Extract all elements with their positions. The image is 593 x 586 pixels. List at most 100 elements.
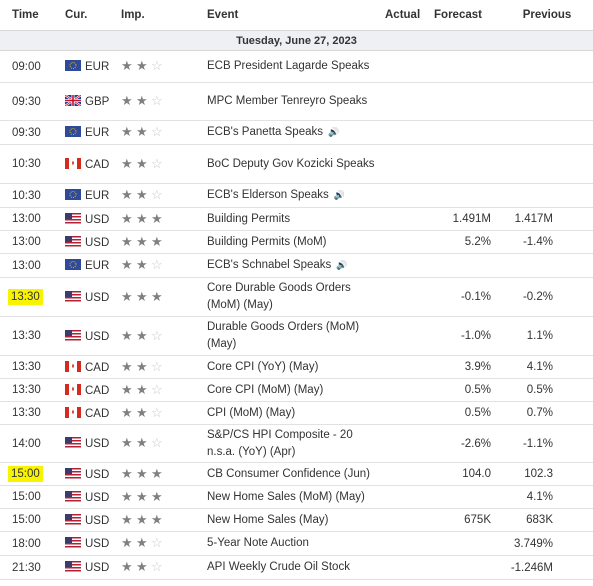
table-row[interactable]: 13:30 CAD ★ ★ ☆ CPI (MoM) (May) 0.5% 0.7% <box>0 401 593 425</box>
table-row[interactable]: 13:30 USD ★ ★ ☆ Durable Goods Orders (MoM) (M… <box>0 316 593 356</box>
event-name-link[interactable]: Core CPI (YoY) (May) <box>207 360 319 373</box>
event-name-link[interactable]: New Home Sales (MoM) (May) <box>207 490 365 503</box>
event-name-link[interactable]: Building Permits <box>207 212 291 225</box>
currency-code: USD <box>85 468 110 481</box>
event-time: 15:00 <box>12 514 41 526</box>
event-name-link[interactable]: Durable Goods Orders (MoM) (May) <box>207 321 360 350</box>
event-name-link[interactable]: Core CPI (MoM) (May) <box>207 383 324 396</box>
table-row[interactable]: 15:00 USD ★ ★ ★ New Home Sales (MoM) (May) 4.1… <box>0 485 593 509</box>
event-cell[interactable]: MPC Member Tenreyro Speaks <box>199 82 377 121</box>
date-row: Tuesday, June 27, 2023 <box>0 30 593 51</box>
previous-cell: 4.1% <box>501 485 593 509</box>
event-name-link[interactable]: New Home Sales (May) <box>207 513 329 526</box>
currency-code: GBP <box>85 96 110 108</box>
event-cell[interactable]: Core CPI (MoM) (May) <box>199 378 377 402</box>
event-cell[interactable]: ECB President Lagarde Speaks <box>199 50 377 83</box>
event-name-link[interactable]: ECB's Schnabel Speaks <box>207 259 332 271</box>
currency-code: CAD <box>85 158 110 171</box>
event-name-link[interactable]: S&P/CS HPI Composite - 20 n.s.a. (YoY) (… <box>207 428 353 458</box>
table-row[interactable]: 09:30 EUR ★ ★ ☆ ECB's Panetta Speaks 🔊 <box>0 120 593 145</box>
event-cell[interactable]: New Home Sales (MoM) (May) <box>199 485 377 509</box>
event-name-link[interactable]: ECB's Panetta Speaks <box>207 126 323 138</box>
event-cell[interactable]: Durable Goods Orders (MoM) (May) <box>199 316 377 356</box>
event-cell[interactable]: ECB's Elderson Speaks 🔊 <box>199 183 377 208</box>
event-cell[interactable]: CPI (MoM) (May) <box>199 401 377 425</box>
table-row[interactable]: 09:30 GBP ★ ★ ☆ MPC Member Tenreyro Speaks <box>0 82 593 121</box>
currency-cell: CAD <box>61 355 119 379</box>
event-name-link[interactable]: ECB President Lagarde Speaks <box>207 60 370 72</box>
event-cell[interactable]: BoC Deputy Gov Kozicki Speaks <box>199 144 377 184</box>
star-filled-icon: ★ <box>136 210 148 226</box>
time-cell: 13:30 <box>0 277 61 317</box>
time-cell: 15:00 <box>0 462 61 486</box>
previous-cell: 0.5% <box>501 378 593 402</box>
header-actual[interactable]: Actual <box>377 0 420 31</box>
event-cell[interactable]: API Weekly Crude Oil Stock <box>199 555 377 580</box>
table-row[interactable]: 13:30 CAD ★ ★ ☆ Core CPI (MoM) (May) 0.5% 0.5% <box>0 378 593 402</box>
header-previous[interactable]: Previous <box>501 0 593 31</box>
header-currency[interactable]: Cur. <box>61 0 119 31</box>
table-row[interactable]: 10:30 CAD ★ ★ ☆ BoC Deputy Gov Kozicki Speaks <box>0 144 593 184</box>
event-cell[interactable]: ECB's Schnabel Speaks 🔊 <box>199 253 377 278</box>
ca-flag-icon <box>65 157 81 169</box>
event-cell[interactable]: 5-Year Note Auction <box>199 531 377 556</box>
header-time[interactable]: Time <box>0 0 61 31</box>
table-row[interactable]: 15:00 USD ★ ★ ★ New Home Sales (May) 675K 683K <box>0 508 593 532</box>
table-row[interactable]: 13:00 EUR ★ ★ ☆ ECB's Schnabel Speaks 🔊 <box>0 253 593 278</box>
event-name-link[interactable]: BoC Deputy Gov Kozicki Speaks <box>207 157 375 170</box>
event-name-link[interactable]: ECB's Elderson Speaks <box>207 189 329 201</box>
ca-flag-icon <box>65 383 81 395</box>
importance-cell: ★ ★ ☆ <box>119 424 199 463</box>
table-row[interactable]: 13:00 USD ★ ★ ★ Building Permits (MoM) 5.2% -1.… <box>0 230 593 254</box>
eu-flag-icon <box>65 259 81 270</box>
us-flag-icon <box>65 329 81 341</box>
table-row[interactable]: 09:00 EUR ★ ★ ☆ ECB President Lagarde Speaks <box>0 50 593 83</box>
table-row[interactable]: 10:30 EUR ★ ★ ☆ ECB's Elderson Speaks 🔊 <box>0 183 593 208</box>
time-cell: 10:30 <box>0 144 61 184</box>
event-cell[interactable]: S&P/CS HPI Composite - 20 n.s.a. (YoY) (… <box>199 424 377 463</box>
event-cell[interactable]: CB Consumer Confidence (Jun) <box>199 462 377 486</box>
table-row[interactable]: 13:30 USD ★ ★ ★ Core Durable Goods Orders (Mo… <box>0 277 593 317</box>
currency-cell: USD <box>61 531 119 556</box>
previous-cell: 4.1% <box>501 355 593 379</box>
event-cell[interactable]: New Home Sales (May) <box>199 508 377 532</box>
table-row[interactable]: 15:00 USD ★ ★ ★ CB Consumer Confidence (Jun) 1… <box>0 462 593 486</box>
event-cell[interactable]: Building Permits (MoM) <box>199 230 377 254</box>
star-filled-icon: ★ <box>136 535 148 550</box>
event-name-link[interactable]: 5-Year Note Auction <box>207 537 309 549</box>
event-cell[interactable]: Building Permits <box>199 207 377 231</box>
currency-code: EUR <box>85 260 110 272</box>
star-empty-icon: ☆ <box>151 187 163 202</box>
event-name-link[interactable]: API Weekly Crude Oil Stock <box>207 561 350 573</box>
event-time: 15:00 <box>8 466 43 482</box>
table-row[interactable]: 21:30 USD ★ ★ ☆ API Weekly Crude Oil Stock -1.… <box>0 555 593 580</box>
star-filled-icon: ★ <box>121 327 133 343</box>
event-name-link[interactable]: Building Permits (MoM) <box>207 235 327 248</box>
time-cell: 10:30 <box>0 183 61 208</box>
currency-cell: USD <box>61 555 119 580</box>
currency-code: CAD <box>85 407 110 420</box>
event-name-link[interactable]: Core Durable Goods Orders (MoM) (May) <box>207 282 351 311</box>
event-cell[interactable]: Core Durable Goods Orders (MoM) (May) <box>199 277 377 317</box>
event-name-link[interactable]: MPC Member Tenreyro Speaks <box>207 95 368 107</box>
event-time: 13:00 <box>12 236 41 248</box>
table-row[interactable]: 13:30 CAD ★ ★ ☆ Core CPI (YoY) (May) 3.9% 4.1% <box>0 355 593 379</box>
currency-code: EUR <box>85 61 110 73</box>
table-row[interactable]: 13:00 USD ★ ★ ★ Building Permits 1.491M 1.417M <box>0 207 593 231</box>
header-forecast[interactable]: Forecast <box>415 0 501 31</box>
event-name-link[interactable]: CPI (MoM) (May) <box>207 406 296 419</box>
header-event[interactable]: Event <box>199 0 377 31</box>
eu-flag-icon <box>65 126 81 137</box>
table-row[interactable]: 18:00 USD ★ ★ ☆ 5-Year Note Auction 3.749% <box>0 531 593 556</box>
event-name-link[interactable]: CB Consumer Confidence (Jun) <box>207 467 370 480</box>
table-row[interactable]: 14:00 USD ★ ★ ☆ S&P/CS HPI Composite - 20 n.s… <box>0 424 593 463</box>
forecast-cell: 0.5% <box>415 378 501 402</box>
event-cell[interactable]: ECB's Panetta Speaks 🔊 <box>199 120 377 145</box>
currency-code: USD <box>85 330 110 343</box>
event-cell[interactable]: Core CPI (YoY) (May) <box>199 355 377 379</box>
header-importance[interactable]: Imp. <box>119 0 199 31</box>
star-empty-icon: ☆ <box>151 559 163 574</box>
actual-cell <box>377 485 415 509</box>
actual-cell <box>377 277 415 317</box>
star-filled-icon: ★ <box>121 288 133 304</box>
